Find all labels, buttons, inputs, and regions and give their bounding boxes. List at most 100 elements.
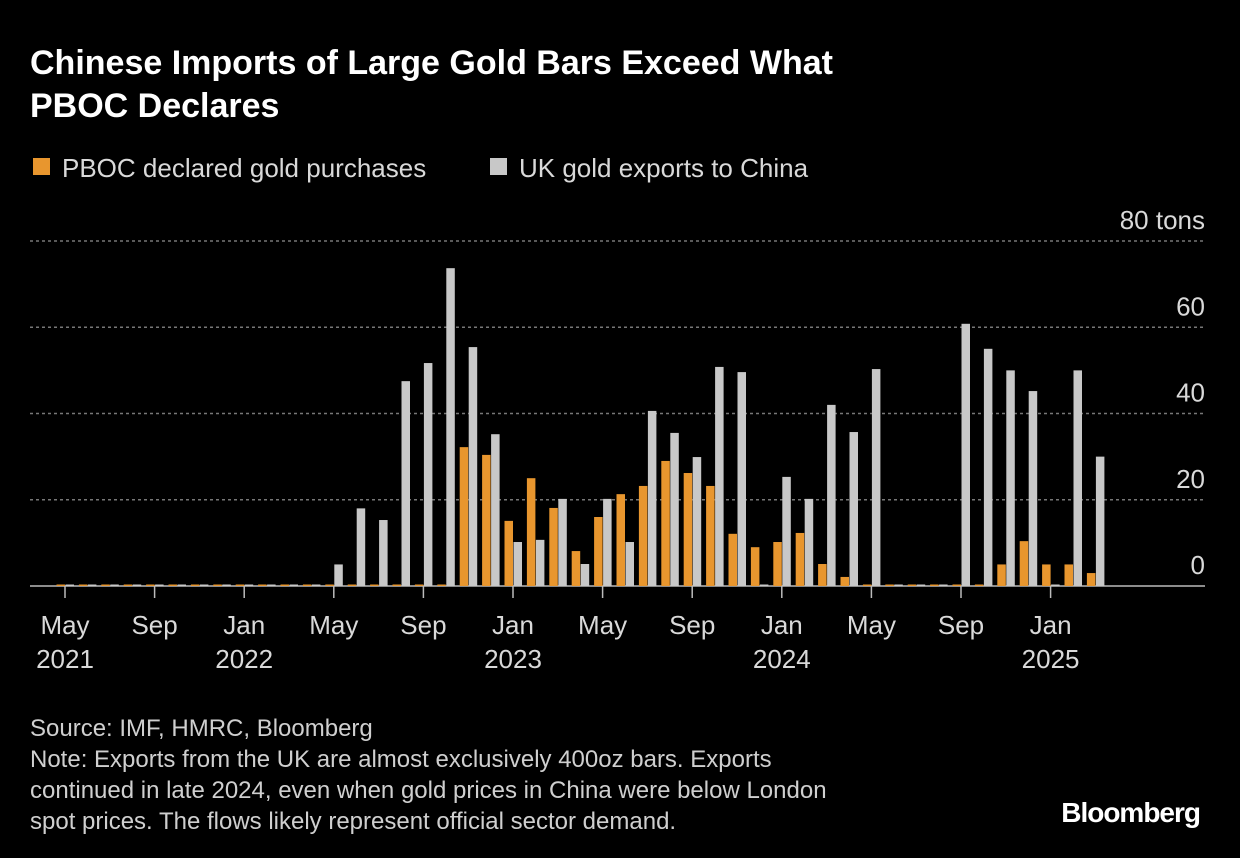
bar: [603, 498, 612, 586]
bar: [401, 381, 410, 586]
bar: [571, 551, 581, 586]
bar: [759, 584, 769, 586]
bar: [280, 584, 289, 586]
note: continued in late 2024, even when gold p…: [30, 777, 827, 804]
brand: Bloomberg: [1061, 797, 1200, 828]
bar: [267, 584, 276, 586]
bar: [1019, 541, 1029, 586]
legend-label: UK gold exports to China: [519, 153, 809, 183]
bar: [706, 485, 715, 586]
bar: [773, 542, 782, 586]
chart-title: Chinese Imports of Large Gold Bars Excee…: [30, 44, 833, 82]
y-tick-label: 40: [1176, 378, 1205, 408]
bar: [56, 584, 65, 586]
bar: [379, 520, 388, 586]
bar: [894, 584, 903, 586]
bar: [692, 457, 702, 586]
x-tick-label: Sep: [938, 610, 984, 640]
bar: [459, 447, 469, 586]
bar: [437, 584, 446, 586]
x-tick-label: Jan 2024: [753, 610, 811, 674]
bar: [482, 454, 491, 586]
bar: [580, 564, 590, 586]
note: Note: Exports from the UK are almost exc…: [30, 746, 772, 773]
note: spot prices. The flows likely represent …: [30, 808, 676, 835]
x-tick-label: May: [847, 610, 896, 640]
bar: [168, 584, 177, 586]
bar: [78, 584, 88, 586]
bar: [952, 584, 961, 586]
bar: [683, 473, 693, 586]
x-tick-label: May: [309, 610, 358, 640]
bar: [347, 584, 357, 586]
bar: [983, 348, 993, 586]
bar: [939, 584, 948, 586]
bar: [827, 404, 836, 586]
bar: [907, 584, 917, 586]
bar: [535, 539, 545, 586]
bar: [961, 323, 970, 586]
bar: [213, 584, 222, 586]
bar: [513, 542, 522, 586]
bar: [504, 520, 513, 586]
bar: [549, 507, 558, 586]
bar: [750, 547, 760, 586]
bar: [414, 584, 424, 586]
legend-label: PBOC declared gold purchases: [62, 153, 426, 183]
bar: [1095, 456, 1105, 586]
bar: [468, 347, 478, 586]
x-tick-label: Sep: [131, 610, 177, 640]
bar: [737, 372, 746, 586]
source: Source: IMF, HMRC, Bloomberg: [30, 715, 373, 742]
bar: [638, 485, 648, 586]
bar: [1051, 584, 1060, 586]
bar: [818, 564, 827, 586]
legend-swatch: [490, 158, 507, 175]
bar: [916, 584, 926, 586]
bar: [101, 584, 110, 586]
bar: [244, 584, 254, 586]
bar: [1042, 564, 1051, 586]
bar: [146, 584, 155, 586]
bar: [177, 584, 186, 586]
bar: [594, 517, 603, 586]
chart-title: PBOC Declares: [30, 87, 279, 125]
bar: [222, 584, 231, 586]
bar: [782, 476, 791, 586]
bar: [356, 508, 366, 586]
bar: [370, 584, 379, 586]
bar: [190, 584, 200, 586]
bar: [804, 498, 814, 586]
x-tick-label: May: [578, 610, 627, 640]
bar: [1006, 370, 1015, 586]
legend-swatch: [33, 158, 50, 175]
bar: [311, 584, 321, 586]
bar: [1064, 564, 1073, 586]
bar: [661, 460, 670, 586]
bar: [795, 532, 805, 586]
x-tick-label: Jan 2025: [1022, 610, 1080, 674]
bar: [123, 584, 133, 586]
bar: [235, 584, 245, 586]
y-tick-label: 20: [1176, 464, 1205, 494]
bar: [1086, 573, 1096, 586]
x-tick-label: May 2021: [36, 610, 94, 674]
bar: [491, 434, 500, 586]
bar: [302, 584, 312, 586]
bar: [132, 584, 142, 586]
bar: [446, 268, 455, 586]
x-tick-label: Sep: [669, 610, 715, 640]
bar: [258, 584, 267, 586]
bar: [849, 432, 858, 586]
bar: [885, 584, 894, 586]
bar: [155, 584, 164, 586]
bar: [930, 584, 939, 586]
y-tick-label: 60: [1176, 291, 1205, 321]
bar: [65, 584, 74, 586]
x-tick-label: Jan 2023: [484, 610, 542, 674]
bar: [325, 584, 334, 586]
bar: [1073, 370, 1082, 586]
bar: [423, 363, 433, 586]
x-tick-label: Sep: [400, 610, 446, 640]
